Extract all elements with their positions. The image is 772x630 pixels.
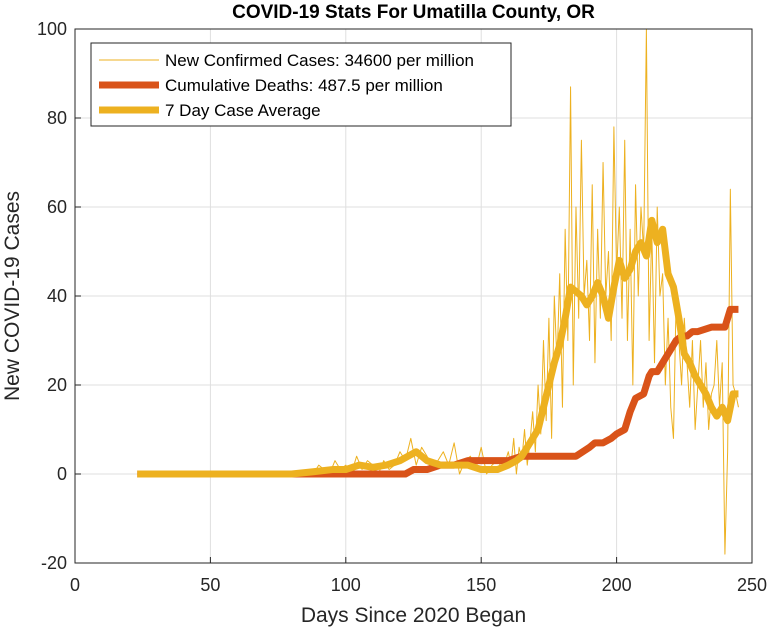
y-tick-label: 80 xyxy=(47,108,67,128)
x-tick-label: 50 xyxy=(200,575,220,595)
legend: New Confirmed Cases: 34600 per million Cu… xyxy=(90,42,512,127)
series-line-new-confirmed-cases xyxy=(137,28,739,555)
y-tick-label: -20 xyxy=(41,553,67,573)
legend-entry-cumulative-deaths-label: Cumulative Deaths: 487.5 per million xyxy=(165,76,443,95)
x-tick-label: 250 xyxy=(737,575,767,595)
legend-entry-new-confirmed-cases-label: New Confirmed Cases: 34600 per million xyxy=(165,51,474,70)
x-tick-label: 0 xyxy=(70,575,80,595)
x-tick-label: 100 xyxy=(331,575,361,595)
x-axis-label: Days Since 2020 Began xyxy=(301,604,526,627)
y-tick-label: 60 xyxy=(47,197,67,217)
y-tick-label: 40 xyxy=(47,286,67,306)
series-layer xyxy=(137,28,739,555)
y-axis-ticks: -20 0 20 40 60 80 100 xyxy=(37,19,81,573)
series-line-7-day-case-average xyxy=(137,216,739,478)
y-tick-label: 0 xyxy=(57,464,67,484)
chart-title: COVID-19 Stats For Umatilla County, OR xyxy=(232,2,595,23)
x-tick-label: 150 xyxy=(466,575,496,595)
y-axis-label: New COVID-19 Cases xyxy=(1,191,24,401)
legend-entry-7-day-case-average-label: 7 Day Case Average xyxy=(165,101,321,120)
x-tick-label: 200 xyxy=(602,575,632,595)
y-tick-label: 100 xyxy=(37,19,67,39)
x-axis-ticks: 0 50 100 150 200 250 xyxy=(70,557,767,595)
legend-box xyxy=(90,42,512,127)
y-tick-label: 20 xyxy=(47,375,67,395)
